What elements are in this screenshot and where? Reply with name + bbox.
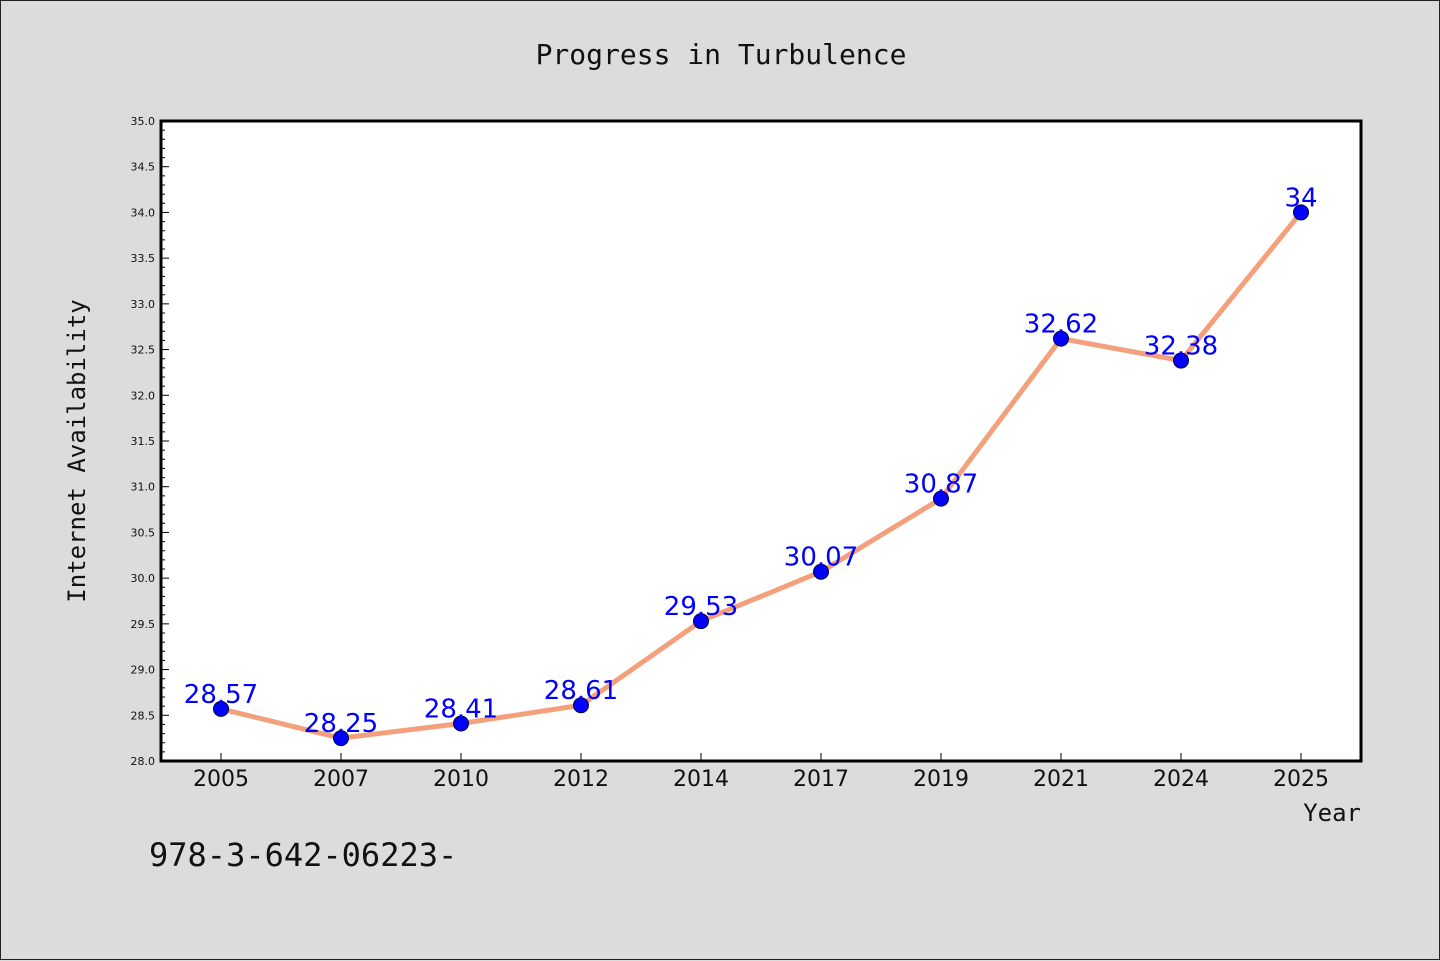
data-label: 29.53 [664, 592, 738, 622]
data-label: 32.38 [1144, 332, 1218, 362]
x-tick-label: 2005 [193, 767, 249, 792]
data-point [333, 730, 349, 747]
y-tick-label: 30.0 [131, 572, 156, 585]
y-tick-label: 34.5 [131, 161, 156, 174]
data-label: 32.62 [1024, 310, 1098, 340]
x-tick-label: 2007 [313, 767, 369, 792]
x-tick-label: 2010 [433, 767, 489, 792]
y-tick-label: 29.0 [131, 664, 156, 677]
chart-title: Progress in Turbulence [536, 38, 907, 71]
data-point [213, 700, 229, 717]
data-point [1173, 352, 1189, 369]
x-tick-label: 2025 [1273, 767, 1329, 792]
y-tick-label: 33.0 [131, 298, 156, 311]
data-points [213, 204, 1309, 747]
data-label: 28.41 [424, 695, 498, 725]
x-axis: 2005 2007 2010 2012 2014 2017 2019 2021 2024 2025 [193, 753, 1329, 792]
y-tick-label: 29.5 [131, 618, 156, 631]
y-axis-label: Internet Availability [63, 299, 91, 602]
y-tick-label: 34.0 [131, 206, 156, 219]
y-tick-label: 35.0 [131, 115, 156, 128]
data-label: 28.25 [304, 709, 378, 739]
data-point [1293, 204, 1309, 221]
data-point [573, 697, 589, 714]
data-point [453, 715, 469, 732]
x-tick-label: 2019 [913, 767, 969, 792]
data-label: 28.61 [544, 676, 618, 706]
y-tick-label: 30.5 [131, 526, 156, 539]
x-tick-label: 2024 [1153, 767, 1209, 792]
data-label: 30.87 [904, 470, 978, 500]
y-axis: 28.0 28.5 29.0 29.5 30.0 30.5 31.0 31.5 32.0 32.5… [131, 115, 169, 768]
x-tick-label: 2012 [553, 767, 609, 792]
x-axis-label: Year [1303, 799, 1361, 827]
y-tick-label: 28.0 [131, 755, 156, 768]
data-label: 30.07 [784, 543, 858, 573]
series-line-group [220, 210, 1303, 741]
y-tick-label: 31.0 [131, 481, 156, 494]
data-label: 28.57 [184, 680, 258, 710]
x-tick-label: 2014 [673, 767, 729, 792]
data-point [933, 490, 949, 507]
data-point [813, 563, 829, 580]
data-point [693, 613, 709, 630]
x-tick-label: 2017 [793, 767, 849, 792]
series-line [220, 210, 1303, 741]
data-label: 34 [1284, 183, 1317, 213]
y-tick-label: 31.5 [131, 435, 156, 448]
isbn-annotation: 978-3-642-06223- [149, 836, 457, 874]
data-point [1053, 330, 1069, 347]
y-tick-label: 33.5 [131, 252, 156, 265]
x-tick-label: 2021 [1033, 767, 1089, 792]
plot-area [159, 119, 1363, 763]
y-tick-label: 32.5 [131, 344, 156, 357]
y-tick-label: 28.5 [131, 709, 156, 722]
y-tick-label: 32.0 [131, 389, 156, 402]
data-labels: 28.57 28.25 28.41 28.61 29.53 30.07 30.87 32.62… [184, 183, 1318, 739]
